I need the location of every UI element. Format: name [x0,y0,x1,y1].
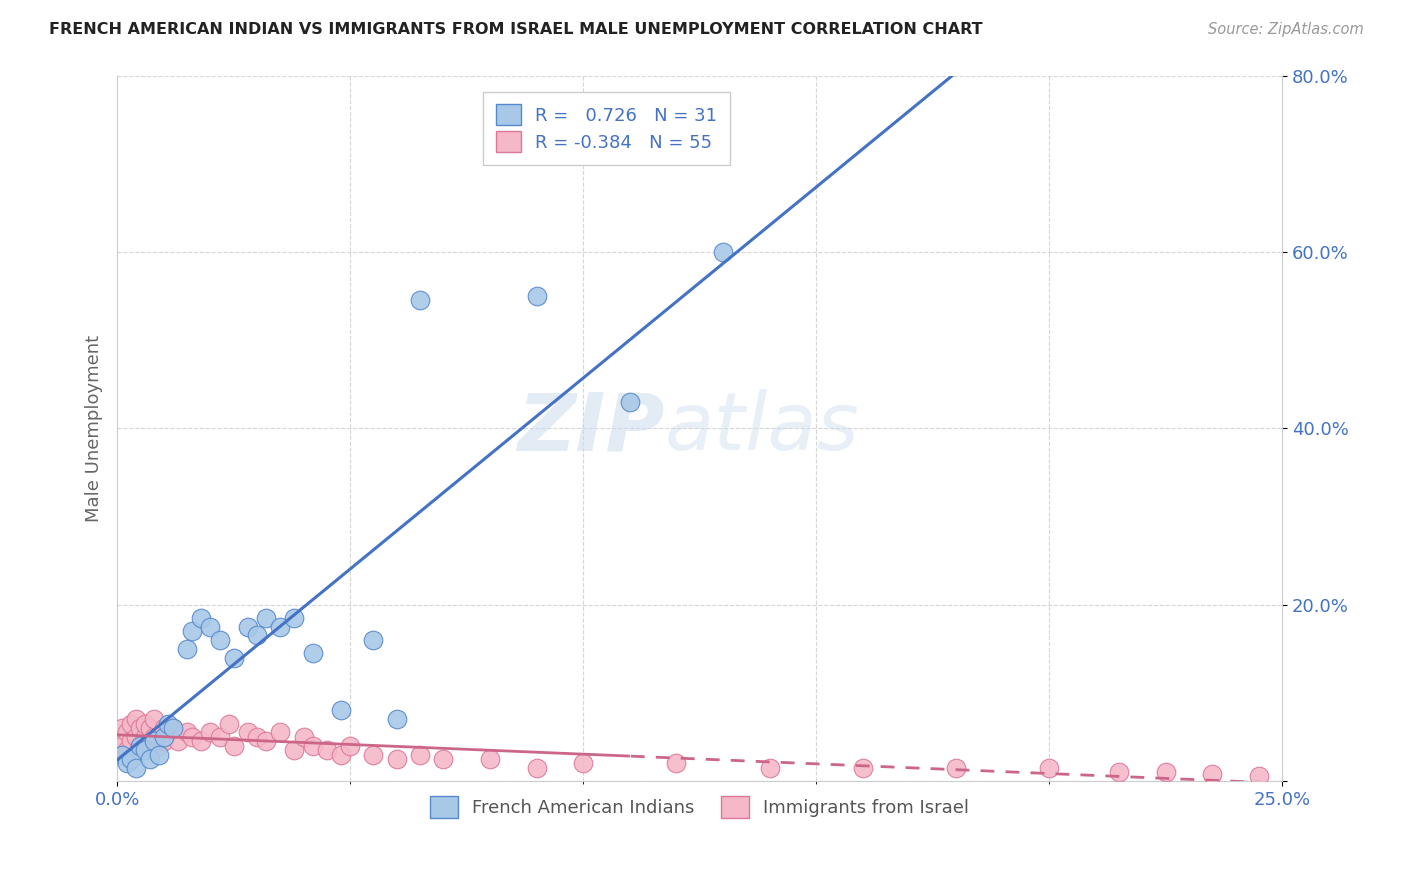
Point [269,620,291,634]
Point [329,703,352,717]
Point [329,747,352,762]
Point [200,725,222,739]
Point [143,712,166,726]
Point [120,716,142,731]
Point [711,244,734,259]
Point [152,721,174,735]
Point [152,734,174,748]
Point [129,739,152,753]
Point [254,611,277,625]
Point [157,725,180,739]
Point [180,624,202,638]
Text: atlas: atlas [665,389,859,467]
Point [190,734,212,748]
Point [283,743,305,757]
Point [269,725,291,739]
Point [236,725,259,739]
Point [139,721,162,735]
Point [162,721,184,735]
Point [222,739,245,753]
Point [852,761,875,775]
Point [115,725,138,739]
Point [758,761,780,775]
Point [945,761,967,775]
Point [479,752,502,766]
Point [665,756,688,771]
Point [143,734,166,748]
Point [139,734,162,748]
Point [129,721,152,735]
Point [200,620,222,634]
Point [176,641,198,656]
Point [143,730,166,744]
Point [302,646,325,660]
Point [254,734,277,748]
Point [1108,765,1130,780]
Point [302,739,325,753]
Point [339,739,361,753]
Point [363,632,385,647]
Point [208,730,231,744]
Point [125,712,148,726]
Point [208,632,231,647]
Point [1154,765,1177,780]
Point [129,739,152,753]
Point [315,743,337,757]
Point [1038,761,1060,775]
Point [218,716,240,731]
Point [111,747,134,762]
Point [157,716,180,731]
Point [148,747,170,762]
Point [120,752,142,766]
Point [409,747,432,762]
Point [526,289,548,303]
Point [120,734,142,748]
Point [125,730,148,744]
Point [111,739,134,753]
Point [125,761,148,775]
Point [134,716,156,731]
Point [385,752,408,766]
Y-axis label: Male Unemployment: Male Unemployment [86,334,103,522]
Point [1201,767,1223,781]
Point [166,734,188,748]
Point [180,730,202,744]
Text: ZIP: ZIP [517,389,665,467]
Point [148,739,170,753]
Point [111,721,134,735]
Point [619,394,641,409]
Point [572,756,595,771]
Point [222,650,245,665]
Point [134,730,156,744]
Point [432,752,454,766]
Point [385,712,408,726]
Point [176,725,198,739]
Point [526,761,548,775]
Point [292,730,315,744]
Point [1247,769,1270,783]
Point [363,747,385,762]
Point [115,743,138,757]
Point [409,293,432,308]
Point [115,756,138,771]
Point [246,730,269,744]
Point [236,620,259,634]
Point [139,752,162,766]
Text: Source: ZipAtlas.com: Source: ZipAtlas.com [1208,22,1364,37]
Point [152,730,174,744]
Legend: French American Indians, Immigrants from Israel: French American Indians, Immigrants from… [423,789,976,825]
Point [162,721,184,735]
Text: FRENCH AMERICAN INDIAN VS IMMIGRANTS FROM ISRAEL MALE UNEMPLOYMENT CORRELATION C: FRENCH AMERICAN INDIAN VS IMMIGRANTS FRO… [49,22,983,37]
Point [190,611,212,625]
Point [134,743,156,757]
Point [283,611,305,625]
Point [246,628,269,642]
